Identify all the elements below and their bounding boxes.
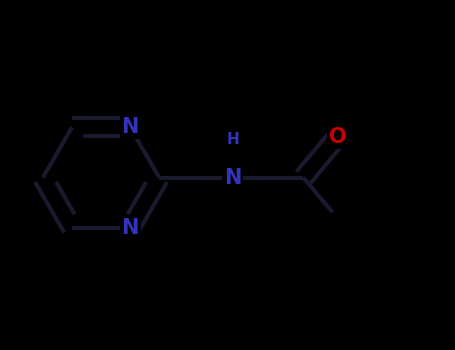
Text: O: O bbox=[329, 127, 346, 147]
Text: N: N bbox=[224, 168, 241, 188]
Text: H: H bbox=[226, 132, 239, 147]
Text: N: N bbox=[121, 117, 139, 137]
Text: N: N bbox=[121, 218, 139, 238]
